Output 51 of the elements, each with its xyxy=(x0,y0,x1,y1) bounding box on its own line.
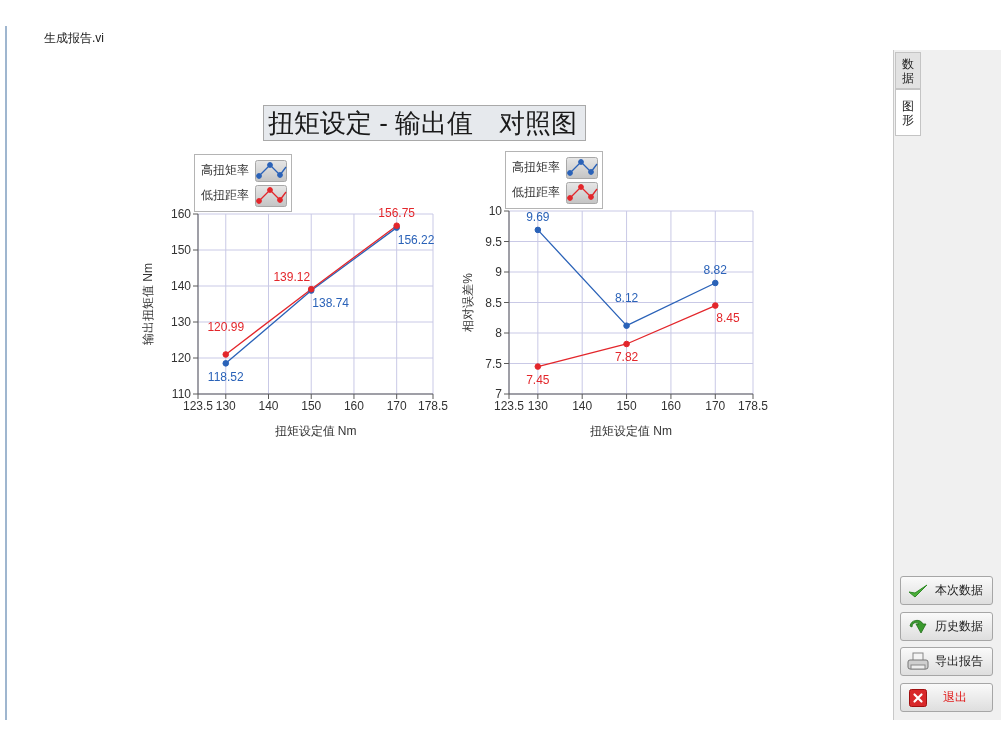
data-label: 118.52 xyxy=(207,369,245,384)
text: 扭矩设定 - 输出值 对照图 xyxy=(268,106,578,140)
y-tick-label: 9.5 xyxy=(485,234,503,249)
y-tick-label: 120 xyxy=(170,351,192,366)
x-tick-label: 130 xyxy=(527,398,549,413)
y-tick-label: 9 xyxy=(495,265,503,280)
text: 生成报告.vi xyxy=(44,31,104,45)
text: 历史数据 xyxy=(935,618,983,633)
y-tick-label: 160 xyxy=(170,207,192,222)
data-label: 120.99 xyxy=(207,319,245,334)
y-tick-label: 8.5 xyxy=(485,295,503,310)
data-label: 139.12 xyxy=(273,270,311,285)
data-label: 8.82 xyxy=(703,263,728,278)
text: 本次数据 xyxy=(935,583,983,597)
data-label: 8.45 xyxy=(716,310,741,325)
text: 图形 xyxy=(902,98,914,127)
data-label: 7.45 xyxy=(526,372,550,387)
data-label: 9.69 xyxy=(526,210,550,225)
x-tick-label: 150 xyxy=(301,398,322,413)
data-label: 7.82 xyxy=(614,350,639,365)
x-tick-label: 178.5 xyxy=(417,398,449,413)
x-axis-title: 扭矩设定值 Nm xyxy=(590,424,672,438)
x-tick-label: 178.5 xyxy=(737,398,769,413)
x-tick-label: 160 xyxy=(343,398,365,413)
y-tick-label: 150 xyxy=(170,243,192,258)
data-label: 156.22 xyxy=(397,232,435,247)
x-tick-label: 160 xyxy=(660,398,682,413)
x-tick-label: 170 xyxy=(386,398,408,413)
text: 数据 xyxy=(902,56,914,85)
legend-label: 高扭矩率 xyxy=(512,160,560,174)
text: 退出 xyxy=(943,690,967,705)
data-label: 8.12 xyxy=(614,290,639,305)
x-tick-label: 140 xyxy=(258,398,279,413)
data-label: 156.75 xyxy=(378,206,416,220)
y-tick-label: 10 xyxy=(488,204,503,219)
y-axis-title: 相对误差% xyxy=(461,272,476,332)
y-tick-label: 8 xyxy=(495,326,503,341)
x-tick-label: 140 xyxy=(572,398,593,413)
x-tick-label: 130 xyxy=(215,398,237,413)
x-tick-label: 170 xyxy=(705,398,726,413)
x-axis-title: 扭矩设定值 Nm xyxy=(274,424,357,438)
legend-label: 低扭距率 xyxy=(512,185,560,199)
y-tick-label: 130 xyxy=(170,315,192,330)
y-tick-label: 140 xyxy=(170,279,192,294)
legend-label: 高扭矩率 xyxy=(201,163,249,177)
data-label: 138.74 xyxy=(312,295,350,310)
legend-label: 低扭距率 xyxy=(201,188,249,202)
y-tick-label: 7.5 xyxy=(485,356,503,371)
text: 导出报告 xyxy=(935,654,983,669)
y-axis-title: 输出扭矩值 Nm xyxy=(141,263,156,345)
x-tick-label: 150 xyxy=(616,398,637,413)
